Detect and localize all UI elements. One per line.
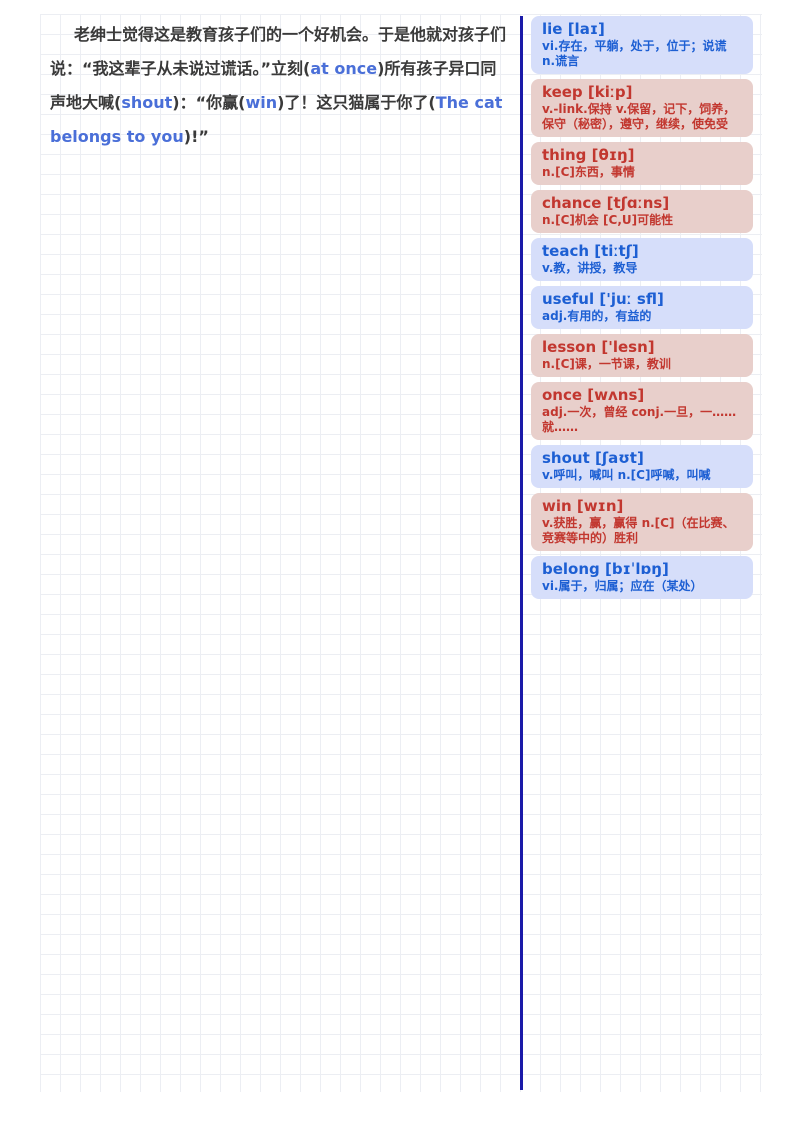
vocab-word-line: once [wʌns] [542,385,743,405]
passage-text: )：“你赢( [172,93,246,112]
column-divider [520,16,523,1090]
vocab-card-win: win [wɪn] v.获胜，赢，赢得 n.[C]（在比赛、竞赛等中的）胜利 [531,493,753,551]
vocab-word-line: win [wɪn] [542,496,743,516]
vocab-definition: v.呼叫，喊叫 n.[C]呼喊，叫喊 [542,468,711,482]
vocab-word: teach [542,242,590,260]
vocab-definition: n.[C]东西，事情 [542,165,635,179]
vocab-definition: adj.有用的，有益的 [542,309,652,323]
passage-text: )!” [183,127,209,146]
vocab-word-line: teach [tiːtʃ] [542,241,743,261]
vocab-card-chance: chance [tʃɑːns] n.[C]机会 [C,U]可能性 [531,190,753,233]
vocab-word-line: shout [ʃaʊt] [542,448,743,468]
vocab-phonetic: [wʌns] [587,386,645,404]
vocab-phonetic: [laɪ] [567,20,605,38]
vocab-card-lesson: lesson ['lesn] n.[C]课，一节课，教训 [531,334,753,377]
vocab-definition: vi.存在，平躺，处于，位于；说谎 n.谎言 [542,39,727,68]
vocab-card-useful: useful ['juː sfl] adj.有用的，有益的 [531,286,753,329]
vocab-phonetic: [kiːp] [587,83,633,101]
vocab-phonetic: [wɪn] [576,497,624,515]
vocab-word: useful [542,290,595,308]
vocab-word: once [542,386,583,404]
vocab-word-line: lie [laɪ] [542,19,743,39]
vocab-word: win [542,497,572,515]
passage-text: )所有孩子异口同声地大喊( [50,59,497,112]
vocab-card-teach: teach [tiːtʃ] v.教，讲授，教导 [531,238,753,281]
passage-text: )了！这只猫属于你了( [277,93,436,112]
vocab-phonetic: [tʃɑːns] [606,194,670,212]
vocab-word-line: thing [θɪŋ] [542,145,743,165]
vocab-card-once: once [wʌns] adj.一次，曾经 conj.一旦，一……就…… [531,382,753,440]
vocab-card-shout: shout [ʃaʊt] v.呼叫，喊叫 n.[C]呼喊，叫喊 [531,445,753,488]
vocab-definition: v.获胜，赢，赢得 n.[C]（在比赛、竞赛等中的）胜利 [542,516,735,545]
vocab-phonetic: ['lesn] [601,338,655,356]
vocab-word-line: keep [kiːp] [542,82,743,102]
highlighted-phrase: The cat belongs to you [50,93,503,146]
vocab-phonetic: [bɪˈlɒŋ] [605,560,669,578]
vocab-definition: v.-link.保持 v.保留，记下，饲养，保守（秘密），遵守，继续，使免受 [542,102,736,131]
vocab-card-lie: lie [laɪ] vi.存在，平躺，处于，位于；说谎 n.谎言 [531,16,753,74]
vocab-phonetic: [ʃaʊt] [595,449,644,467]
vocab-definition: adj.一次，曾经 conj.一旦，一……就…… [542,405,737,434]
vocab-word: chance [542,194,602,212]
vocab-definition: vi.属于，归属；应在（某处） [542,579,703,593]
vocab-word-line: lesson ['lesn] [542,337,743,357]
vocab-word: keep [542,83,583,101]
vocab-word: belong [542,560,600,578]
vocab-definition: v.教，讲授，教导 [542,261,638,275]
vocabulary-list: lie [laɪ] vi.存在，平躺，处于，位于；说谎 n.谎言 keep [kiː… [531,16,753,599]
vocab-word: thing [542,146,587,164]
vocab-word: shout [542,449,590,467]
vocab-phonetic: [tiːtʃ] [594,242,639,260]
story-passage: 老绅士觉得这是教育孩子们的一个好机会。于是他就对孩子们说：“我这辈子从未说过谎话… [50,18,512,154]
vocab-phonetic: ['juː sfl] [599,290,664,308]
vocab-word-line: chance [tʃɑːns] [542,193,743,213]
highlighted-phrase: shout [121,93,173,112]
vocab-word-line: useful ['juː sfl] [542,289,743,309]
vocab-phonetic: [θɪŋ] [591,146,635,164]
vocab-definition: n.[C]课，一节课，教训 [542,357,671,371]
vocab-word: lie [542,20,563,38]
vocab-card-keep: keep [kiːp] v.-link.保持 v.保留，记下，饲养，保守（秘密），… [531,79,753,137]
vocab-word: lesson [542,338,597,356]
vocab-definition: n.[C]机会 [C,U]可能性 [542,213,674,227]
vocab-card-belong: belong [bɪˈlɒŋ] vi.属于，归属；应在（某处） [531,556,753,599]
highlighted-phrase: at once [310,59,378,78]
passage-paragraph: 老绅士觉得这是教育孩子们的一个好机会。于是他就对孩子们说：“我这辈子从未说过谎话… [50,18,512,154]
highlighted-phrase: win [245,93,278,112]
vocab-card-thing: thing [θɪŋ] n.[C]东西，事情 [531,142,753,185]
passage-text: 老绅士觉得这是教育孩子们的一个好机会。于是他就对孩子们说：“我这辈子从未说过谎话… [50,25,507,78]
vocab-word-line: belong [bɪˈlɒŋ] [542,559,743,579]
